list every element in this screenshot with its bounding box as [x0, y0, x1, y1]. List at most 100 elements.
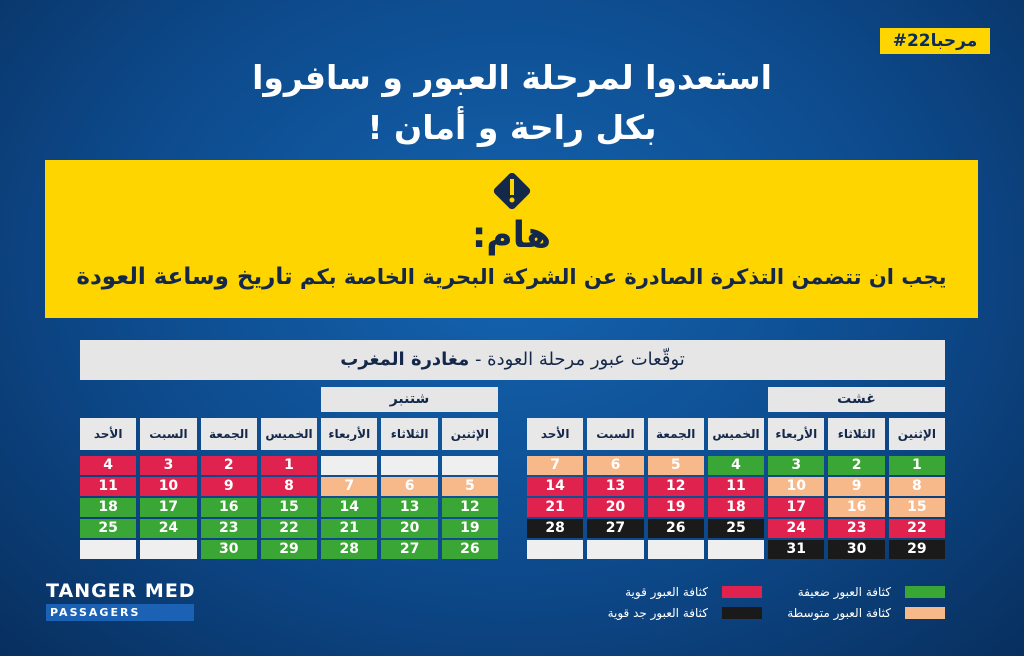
legend-swatch [905, 607, 945, 619]
empty-cell [140, 540, 197, 559]
day-cell: 27 [381, 540, 438, 559]
day-cell: 19 [647, 498, 704, 517]
day-cell: 2 [828, 456, 885, 475]
day-cell: 27 [587, 519, 644, 538]
day-cell: 17 [768, 498, 825, 517]
title-line: بكل راحة و أمان ! [367, 108, 657, 147]
table-title: توقّعات عبور مرحلة العودة - مغادرة المغر… [80, 340, 945, 380]
day-cell: 16 [200, 498, 257, 517]
day-cell: 21 [527, 498, 584, 517]
day-cell: 22 [260, 519, 318, 538]
day-cell: 31 [768, 540, 825, 559]
day-cell: 7 [527, 456, 584, 475]
warning-icon [493, 172, 530, 210]
notice-heading: هام: [471, 215, 552, 256]
day-cell: 24 [768, 519, 825, 538]
day-cell: 20 [381, 519, 438, 538]
legend-label: كثافة العبور جد قوية [607, 606, 708, 620]
table-title-text: توقّعات عبور مرحلة العودة - [474, 349, 685, 370]
legend-item: كثافة العبور جد قوية [562, 606, 762, 620]
calendar: شتنبر الإثنين الثلاثاء الأربعاء الخميس الجمعة… [80, 387, 498, 559]
legend-item: كثافة العبور متوسطة [745, 606, 945, 620]
weekday-header: الأربعاء [321, 418, 378, 450]
table-title-emphasis: مغادرة المغرب [340, 349, 470, 370]
weekday-header: الثلاثاء [381, 418, 438, 450]
day-cell: 11 [80, 477, 137, 496]
legend-swatch [905, 586, 945, 598]
day-cell: 3 [768, 456, 825, 475]
day-cell: 10 [768, 477, 825, 496]
legend-swatch [722, 586, 762, 598]
day-cell: 9 [828, 477, 885, 496]
notice-box: هام: يجب ان تتضمن التذكرة الصادرة عن الش… [45, 160, 978, 318]
day-cell: 3 [140, 456, 197, 475]
calendar-grid: الإثنين الثلاثاء الأربعاء الخميس الجمعة السبت… [80, 412, 498, 559]
day-cell: 2 [200, 456, 257, 475]
weekday-header: الإثنين [441, 418, 498, 450]
day-cell: 4 [707, 456, 765, 475]
empty-cell [707, 540, 765, 559]
title-line: استعدوا لمرحلة العبور و سافروا [252, 58, 772, 97]
day-cell: 16 [828, 498, 885, 517]
day-cell: 26 [441, 540, 498, 559]
day-cell: 1 [888, 456, 945, 475]
legend-item: كثافة العبور قوية [562, 585, 762, 599]
day-cell: 18 [80, 498, 137, 517]
month-header: شتنبر [321, 387, 498, 412]
notice-emphasis: تاريخ وساعة العودة [76, 264, 293, 290]
legend-label: كثافة العبور متوسطة [787, 606, 891, 620]
day-cell: 8 [260, 477, 318, 496]
hashtag: #مرحبا22 [880, 28, 990, 54]
weekday-header: الأحد [80, 418, 137, 450]
month-header: غشت [768, 387, 945, 412]
empty-cell [587, 540, 644, 559]
calendar-grid: الإثنين الثلاثاء الأربعاء الخميس الجمعة السبت… [527, 412, 945, 559]
day-cell: 30 [828, 540, 885, 559]
legend-item: كثافة العبور ضعيفة [745, 585, 945, 599]
day-cell: 15 [260, 498, 318, 517]
logo-subtitle: PASSAGERS [46, 604, 194, 621]
day-cell: 23 [200, 519, 257, 538]
day-cell: 11 [707, 477, 765, 496]
weekday-header: الجمعة [647, 418, 704, 450]
day-cell: 21 [321, 519, 378, 538]
day-cell: 4 [80, 456, 137, 475]
weekday-header: الثلاثاء [828, 418, 885, 450]
day-cell: 12 [647, 477, 704, 496]
day-cell: 28 [321, 540, 378, 559]
day-cell: 23 [828, 519, 885, 538]
weekday-header: الأربعاء [768, 418, 825, 450]
empty-cell [647, 540, 704, 559]
legend-label: كثافة العبور قوية [625, 585, 708, 599]
legend-label: كثافة العبور ضعيفة [797, 585, 891, 599]
day-cell: 28 [527, 519, 584, 538]
day-cell: 6 [587, 456, 644, 475]
day-cell: 22 [888, 519, 945, 538]
day-cell: 29 [260, 540, 318, 559]
day-cell: 24 [140, 519, 197, 538]
weekday-header: الجمعة [200, 418, 257, 450]
day-cell: 5 [441, 477, 498, 496]
day-cell: 20 [587, 498, 644, 517]
empty-cell [441, 456, 498, 475]
logo-name: TANGER MED [46, 580, 196, 602]
day-cell: 15 [888, 498, 945, 517]
day-cell: 5 [647, 456, 704, 475]
day-cell: 29 [888, 540, 945, 559]
day-cell: 6 [381, 477, 438, 496]
weekday-header: السبت [587, 418, 644, 450]
weekday-header: الأحد [527, 418, 584, 450]
weekday-header: الخميس [707, 418, 765, 450]
empty-cell [321, 456, 378, 475]
calendar: غشت الإثنين الثلاثاء الأربعاء الخميس الجمعة ال… [527, 387, 945, 559]
day-cell: 14 [321, 498, 378, 517]
day-cell: 9 [200, 477, 257, 496]
weekday-header: السبت [140, 418, 197, 450]
day-cell: 18 [707, 498, 765, 517]
day-cell: 14 [527, 477, 584, 496]
logo: TANGER MED PASSAGERS [46, 580, 196, 621]
day-cell: 19 [441, 519, 498, 538]
day-cell: 8 [888, 477, 945, 496]
day-cell: 25 [707, 519, 765, 538]
